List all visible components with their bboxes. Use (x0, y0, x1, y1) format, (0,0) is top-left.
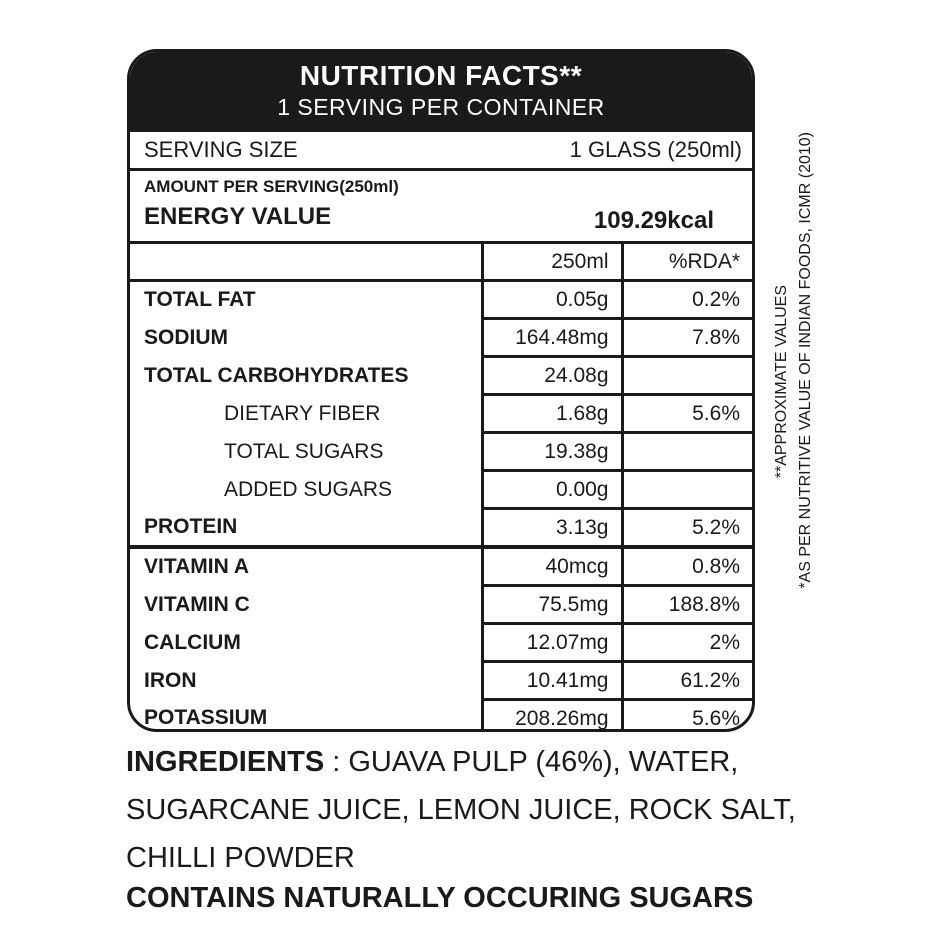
ingredients-text: : GUAVA PULP (46%), WATER, SUGARCANE JUI… (126, 746, 796, 874)
nutrient-row: TOTAL SUGARS 19.38g (130, 432, 752, 472)
energy-label: ENERGY VALUE (144, 203, 332, 230)
amount-label: AMOUNT PER SERVING(250ml) (144, 177, 399, 196)
nutrient-name: VITAMIN C (144, 592, 250, 616)
nutrient-rda: 0.2% (620, 280, 752, 320)
nutrient-name: POTASSIUM (144, 705, 268, 729)
nutrient-amount: 75.5mg (480, 585, 622, 625)
nutrient-name: DIETARY FIBER (224, 401, 381, 425)
nutrient-rda: 0.8% (620, 547, 752, 587)
column-header-rda: %RDA* (620, 244, 752, 282)
approximate-values-note: **APPROXIMATE VALUES (773, 285, 790, 479)
nutrient-table: 250ml %RDA* TOTAL FAT 0.05g 0.2% SODIUM 164.… (130, 244, 752, 729)
nutrient-name: TOTAL SUGARS (224, 439, 384, 463)
ingredients-label: INGREDIENTS (126, 746, 325, 778)
nutrient-amount: 19.38g (480, 432, 622, 472)
nutrient-amount: 164.48mg (480, 318, 622, 358)
nutrient-row: TOTAL FAT 0.05g 0.2% (130, 280, 752, 320)
nutrient-rda: 188.8% (620, 585, 752, 625)
nutrition-facts-panel: NUTRITION FACTS** 1 SERVING PER CONTAINE… (127, 49, 755, 732)
nutrient-amount: 208.26mg (480, 699, 622, 729)
serving-size-label: SERVING SIZE (144, 137, 298, 162)
nutrient-name: PROTEIN (130, 508, 482, 549)
nutrient-name: IRON (144, 668, 197, 692)
rda-source-note: *AS PER NUTRITIVE VALUE OF INDIAN FOODS,… (797, 132, 814, 589)
serving-size-value: 1 GLASS (250ml) (569, 137, 742, 162)
nutrition-header: NUTRITION FACTS** 1 SERVING PER CONTAINE… (130, 52, 752, 132)
nutrient-rda: 5.6% (620, 699, 752, 729)
nutrient-amount: 0.05g (480, 280, 622, 320)
contains-note: CONTAINS NATURALLY OCCURING SUGARS (126, 882, 754, 914)
nutrition-title: NUTRITION FACTS** (299, 60, 583, 91)
nutrient-amount: 3.13g (480, 508, 622, 549)
nutrient-rda: 2% (620, 623, 752, 663)
nutrient-name: ADDED SUGARS (224, 477, 393, 501)
ingredients: INGREDIENTS : GUAVA PULP (46%), WATER, S… (126, 738, 826, 882)
nutrient-row: TOTAL CARBOHYDRATES 24.08g (130, 356, 752, 396)
nutrient-amount: 1.68g (480, 394, 622, 434)
serving-size-row: SERVING SIZE 1 GLASS (250ml) (130, 132, 752, 171)
nutrient-row: DIETARY FIBER 1.68g 5.6% (130, 394, 752, 434)
nutrient-amount: 12.07mg (480, 623, 622, 663)
nutrient-rda (620, 432, 752, 472)
amount-per-serving: AMOUNT PER SERVING(250ml) ENERGY VALUE 1… (130, 171, 752, 244)
nutrient-row: ADDED SUGARS 0.00g (130, 470, 752, 510)
column-header-row: 250ml %RDA* (130, 244, 752, 282)
nutrient-rda: 5.6% (620, 394, 752, 434)
nutrient-rda: 5.2% (620, 508, 752, 549)
nutrient-name: CALCIUM (144, 630, 241, 654)
energy-value: 109.29kcal (593, 207, 714, 234)
nutrient-rda: 61.2% (620, 661, 752, 701)
nutrient-row: VITAMIN C 75.5mg 188.8% (130, 585, 752, 625)
nutrient-row: VITAMIN A 40mcg 0.8% (130, 547, 752, 587)
column-header-amount: 250ml (480, 244, 622, 282)
nutrient-amount: 40mcg (480, 547, 622, 587)
nutrient-row: SODIUM 164.48mg 7.8% (130, 318, 752, 358)
nutrient-name: TOTAL FAT (144, 288, 256, 312)
nutrient-amount: 24.08g (480, 356, 622, 396)
nutrient-row: PROTEIN 3.13g 5.2% (130, 508, 752, 549)
nutrient-row: POTASSIUM 208.26mg 5.6% (130, 699, 752, 729)
nutrient-rda: 7.8% (620, 318, 752, 358)
nutrient-amount: 0.00g (480, 470, 622, 510)
nutrient-name: SODIUM (144, 325, 228, 349)
nutrient-name: TOTAL CARBOHYDRATES (144, 363, 409, 387)
nutrient-rda (620, 470, 752, 510)
nutrient-amount: 10.41mg (480, 661, 622, 701)
nutrient-name: VITAMIN A (144, 555, 249, 579)
nutrient-row: IRON 10.41mg 61.2% (130, 661, 752, 701)
servings-per-container: 1 SERVING PER CONTAINER (277, 94, 605, 120)
nutrient-rda (620, 356, 752, 396)
nutrient-row: CALCIUM 12.07mg 2% (130, 623, 752, 663)
